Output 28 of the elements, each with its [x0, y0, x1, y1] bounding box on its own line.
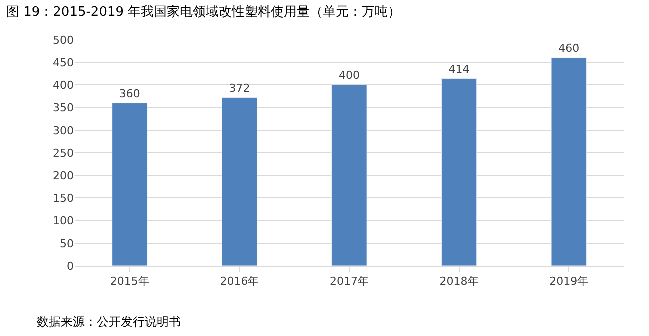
data-label: 400: [339, 69, 360, 82]
bar: [332, 84, 368, 266]
y-tick-label: 500: [53, 34, 74, 47]
bar: [222, 98, 258, 266]
y-tick-label: 400: [53, 79, 74, 92]
y-tick-label: 50: [60, 237, 74, 250]
data-label: 460: [558, 42, 580, 56]
y-tick-label: 250: [53, 146, 74, 160]
y-tick-label: 350: [53, 102, 74, 115]
x-tick-label: 2017年: [330, 275, 369, 288]
bar: [441, 78, 478, 266]
y-tick-label: 450: [53, 56, 74, 70]
data-label: 360: [119, 87, 140, 100]
x-tick-label: 2018年: [440, 275, 479, 288]
bar: [112, 103, 148, 266]
x-tick-label: 2019年: [550, 275, 589, 288]
bar: [551, 58, 587, 266]
data-label: 414: [448, 62, 470, 76]
x-tick-label: 2016年: [220, 275, 260, 288]
y-tick-label: 150: [53, 192, 74, 206]
y-tick-label: 300: [53, 124, 74, 138]
source-note: 数据来源：公开发行说明书: [37, 315, 181, 329]
y-tick-label: 100: [53, 214, 74, 228]
y-tick-label: 200: [53, 169, 74, 182]
y-tick-label: 0: [67, 260, 74, 273]
x-tick-label: 2015年: [110, 275, 150, 288]
chart-title: 图 19：2015-2019 年我国家电领域改性塑料使用量（单元：万吨）: [6, 4, 402, 20]
data-label: 372: [229, 82, 250, 95]
